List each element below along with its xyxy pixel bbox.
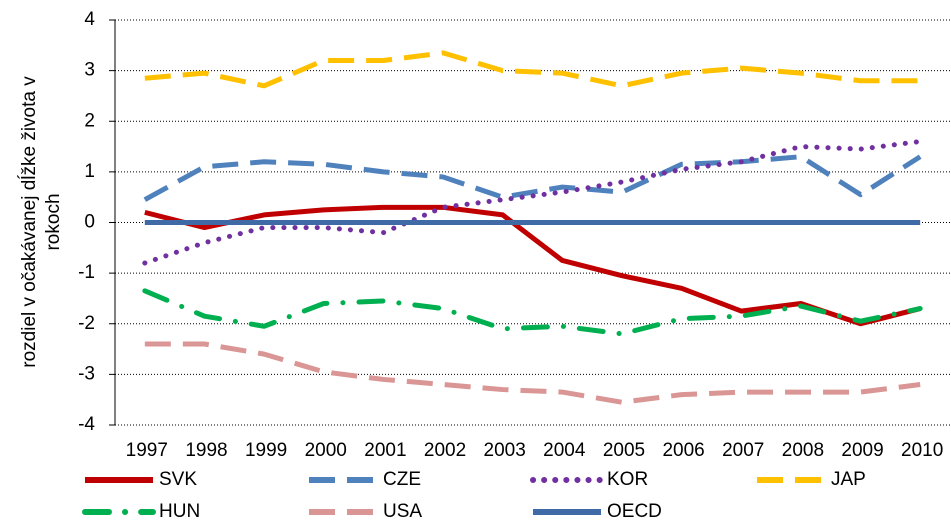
- x-tick-label: 2001: [364, 440, 406, 461]
- line: [144, 204, 921, 327]
- x-tick-label: 2008: [782, 440, 824, 461]
- y-tick-label: -2: [78, 313, 95, 334]
- legend-label: JAP: [831, 469, 866, 490]
- line: [144, 50, 921, 89]
- x-tick-label: 1998: [185, 440, 227, 461]
- y-axis-label: rokoch: [43, 193, 64, 250]
- x-tick-label: 2009: [841, 440, 883, 461]
- x-tick-label: 2006: [662, 440, 704, 461]
- x-tick-label: 1997: [126, 440, 168, 461]
- x-tick-label: 2010: [901, 440, 943, 461]
- legend-label: KOR: [607, 469, 648, 490]
- legend-label: USA: [383, 501, 422, 522]
- x-tick-label: 2002: [424, 440, 466, 461]
- line: [142, 288, 923, 337]
- line: [144, 341, 921, 405]
- x-tick-label: 2007: [722, 440, 764, 461]
- legend-label: OECD: [607, 501, 662, 522]
- line: [142, 139, 923, 266]
- line: [143, 154, 922, 202]
- y-tick-label: 2: [84, 110, 95, 131]
- y-tick-label: 1: [84, 161, 95, 182]
- y-tick-label: -3: [78, 363, 95, 384]
- x-tick-label: 2000: [305, 440, 347, 461]
- x-tick-label: 2003: [484, 440, 526, 461]
- legend-label: SVK: [159, 469, 197, 490]
- legend-label: CZE: [383, 469, 421, 490]
- y-tick-label: 4: [84, 9, 95, 30]
- y-axis-label: rozdiel v očakávanej dĺžke života v: [18, 76, 40, 368]
- x-tick-label: 2004: [543, 440, 586, 461]
- y-tick-label: -1: [78, 262, 95, 283]
- y-tick-label: 3: [84, 60, 95, 81]
- y-tick-label: -4: [78, 414, 95, 435]
- x-tick-label: 2005: [603, 440, 645, 461]
- y-tick-label: 0: [84, 212, 95, 233]
- legend-label: HUN: [159, 501, 200, 522]
- x-tick-label: 1999: [245, 440, 287, 461]
